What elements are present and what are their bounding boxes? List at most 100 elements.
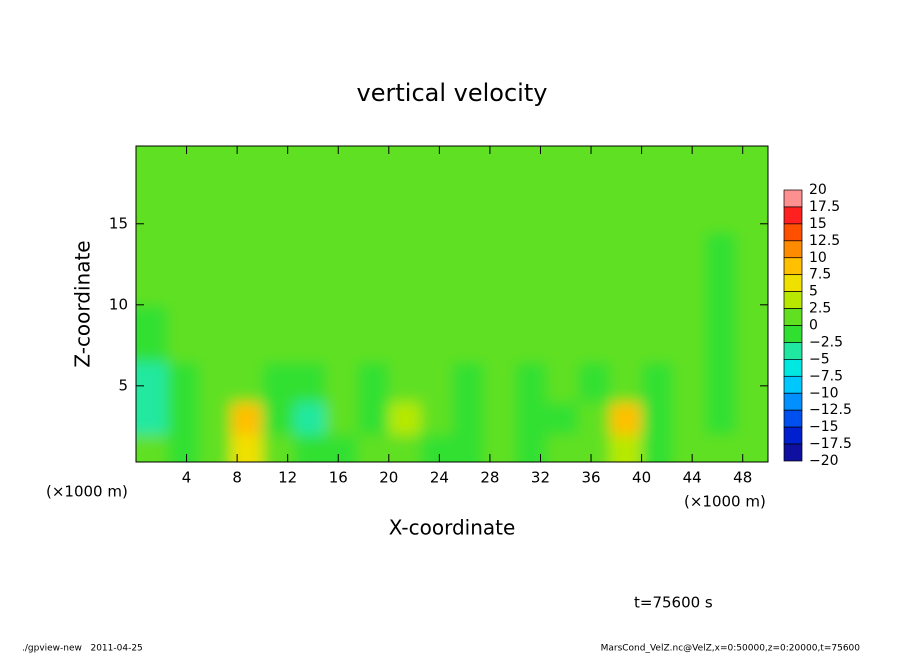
cell [736, 146, 768, 233]
cell [546, 434, 579, 462]
cell [641, 231, 674, 306]
cell [736, 361, 768, 403]
colorbar-label: −20 [809, 453, 839, 469]
colorbar-label: 2.5 [809, 301, 831, 317]
colorbar-label: 10 [809, 250, 827, 266]
cell [610, 231, 643, 306]
cell [230, 146, 263, 233]
colorbar-box [783, 375, 803, 394]
colorbar-label: 0 [809, 318, 818, 334]
cell [230, 402, 263, 435]
cell [578, 361, 611, 403]
cell [641, 434, 674, 462]
cell [483, 361, 516, 403]
cell [546, 231, 579, 306]
cell [546, 402, 579, 435]
x-tick-label: 8 [232, 469, 242, 487]
cell [167, 402, 200, 435]
cell [262, 402, 295, 435]
cell [483, 146, 516, 233]
cell [704, 402, 737, 435]
x-tick-label: 20 [379, 469, 398, 487]
x-tick-label: 12 [278, 469, 297, 487]
footer-right: MarsCond_VelZ.nc@VelZ,x=0:50000,z=0:2000… [601, 644, 861, 654]
x-tick-label: 28 [480, 469, 499, 487]
cell [136, 304, 169, 363]
cell [736, 304, 768, 363]
cell [388, 361, 421, 403]
colorbar-box [783, 443, 803, 462]
colorbar-box [783, 359, 803, 377]
colorbar-label: −10 [809, 385, 839, 401]
x-tick-label: 48 [733, 469, 752, 487]
cell [230, 231, 263, 306]
x-tick-label: 32 [531, 469, 550, 487]
cell [452, 231, 485, 306]
cell [262, 434, 295, 462]
colorbar-box [783, 223, 803, 242]
x-unit-label: (×1000 m) [46, 483, 128, 501]
cell [136, 434, 169, 462]
colorbar-label: −17.5 [809, 436, 852, 452]
cell [546, 304, 579, 363]
cell [388, 146, 421, 233]
cell [704, 231, 737, 306]
cell [483, 434, 516, 462]
cell [515, 231, 548, 306]
colorbar-label: −2.5 [809, 334, 843, 350]
colorbar-label: 7.5 [809, 267, 831, 283]
cell [420, 361, 453, 403]
cell [515, 146, 548, 233]
cell [262, 231, 295, 306]
annotation: t=75600 s [634, 594, 713, 612]
cell [736, 402, 768, 435]
cell [483, 231, 516, 306]
cell [736, 434, 768, 462]
cell [199, 231, 232, 306]
cell [736, 231, 768, 306]
x-unit-label: (×1000 m) [684, 493, 766, 511]
cell [515, 402, 548, 435]
cell [294, 434, 327, 462]
cell [452, 434, 485, 462]
cell [673, 146, 706, 233]
colorbar-box [783, 274, 803, 292]
cell [673, 434, 706, 462]
cell [325, 304, 358, 363]
colorbar-box [783, 189, 803, 208]
cell [388, 304, 421, 363]
cell [641, 402, 674, 435]
cell [199, 361, 232, 403]
cell [199, 304, 232, 363]
cell [325, 361, 358, 403]
y-tick-label: 15 [109, 214, 128, 232]
cell [262, 361, 295, 403]
cell [578, 402, 611, 435]
y-tick-label: 10 [109, 295, 128, 313]
cell [357, 304, 390, 363]
cell [515, 361, 548, 403]
cell [325, 434, 358, 462]
x-tick-label: 36 [581, 469, 600, 487]
field [136, 146, 768, 462]
cell [262, 304, 295, 363]
y-axis-label: Z-coordinate [71, 240, 95, 367]
cell [357, 231, 390, 306]
cell [136, 402, 169, 435]
cell [704, 434, 737, 462]
cell [294, 361, 327, 403]
cell [230, 304, 263, 363]
cell [167, 434, 200, 462]
x-tick-label: 4 [182, 469, 192, 487]
cell [294, 146, 327, 233]
cell [199, 402, 232, 435]
cell [641, 146, 674, 233]
colorbar-label: −12.5 [809, 402, 852, 418]
cell [704, 146, 737, 233]
cell [294, 304, 327, 363]
cell [610, 434, 643, 462]
cell [420, 402, 453, 435]
x-axis-label: X-coordinate [389, 516, 516, 540]
colorbar-box [783, 342, 803, 360]
